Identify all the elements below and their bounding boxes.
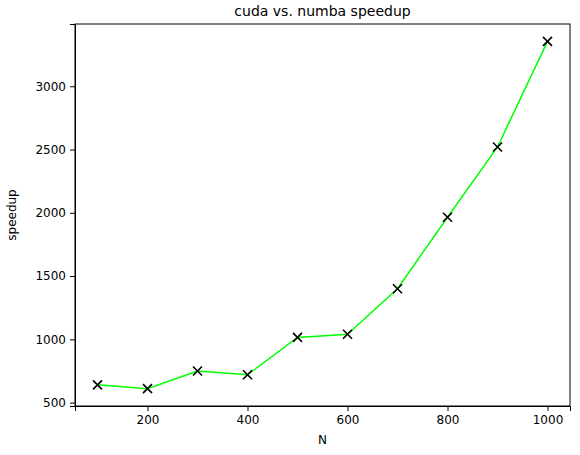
tick-label: 400 xyxy=(237,413,260,427)
tick-mark xyxy=(70,339,75,340)
marker xyxy=(293,333,302,342)
tick: 200 xyxy=(137,406,160,427)
tick: 600 xyxy=(337,406,360,427)
tick-label: 2000 xyxy=(35,206,66,220)
tick: 3000 xyxy=(35,80,75,94)
marker xyxy=(493,142,502,151)
tick-label: 200 xyxy=(137,413,160,427)
marker xyxy=(193,366,202,375)
plot-area xyxy=(93,37,552,393)
title: cuda vs. numba speedup xyxy=(234,3,410,19)
tick-label: 1500 xyxy=(35,269,66,283)
tick: 2000 xyxy=(35,206,75,220)
tick: 1000 xyxy=(533,406,564,427)
tick: 400 xyxy=(237,406,260,427)
marker xyxy=(343,330,352,339)
tick: 800 xyxy=(437,406,460,427)
x-axis-title: N xyxy=(318,433,327,447)
line xyxy=(98,41,548,388)
tick: 2500 xyxy=(35,143,75,157)
marker xyxy=(143,384,152,393)
tick-label: 1000 xyxy=(533,413,564,427)
marker xyxy=(93,380,102,389)
plot-frame xyxy=(75,24,570,406)
tick-label: 600 xyxy=(337,413,360,427)
x-axis: 200 400 600 800 1000 xyxy=(76,406,571,427)
tick-mark xyxy=(70,86,75,87)
y-axis: 500 1000 1500 2000 2500 3000 xyxy=(35,25,75,410)
tick-mark xyxy=(348,406,349,411)
tick-label: 1000 xyxy=(35,333,66,347)
tick-mark xyxy=(448,406,449,411)
marker xyxy=(443,213,452,222)
chart: 200 400 600 800 1000 500 1000 1500 2000 2500 3000 c… xyxy=(0,0,580,455)
marker xyxy=(543,37,552,46)
tick: 500 xyxy=(43,396,75,410)
axis-line xyxy=(76,407,571,412)
tick-label: 800 xyxy=(437,413,460,427)
tick-mark xyxy=(148,406,149,411)
tick-label: 500 xyxy=(43,396,66,410)
tick-mark xyxy=(548,406,549,411)
y-axis-title: speedup xyxy=(5,189,19,240)
tick: 1500 xyxy=(35,269,75,283)
tick: 1000 xyxy=(35,333,75,347)
tick-label: 3000 xyxy=(35,80,66,94)
marker xyxy=(393,284,402,293)
tick-mark xyxy=(70,150,75,151)
tick-mark xyxy=(70,213,75,214)
marker xyxy=(243,370,252,379)
tick-label: 2500 xyxy=(35,143,66,157)
tick-mark xyxy=(70,276,75,277)
tick-mark xyxy=(248,406,249,411)
tick-mark xyxy=(70,403,75,404)
